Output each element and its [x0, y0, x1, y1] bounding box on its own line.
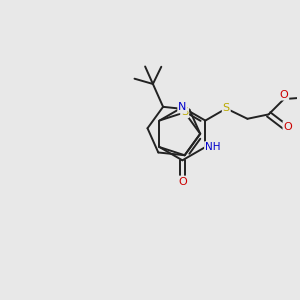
Text: N: N [178, 102, 187, 112]
Text: O: O [178, 176, 187, 187]
Text: S: S [181, 107, 188, 117]
Text: O: O [284, 122, 292, 132]
Text: O: O [280, 90, 288, 100]
Text: S: S [223, 103, 230, 113]
Text: NH: NH [205, 142, 220, 152]
